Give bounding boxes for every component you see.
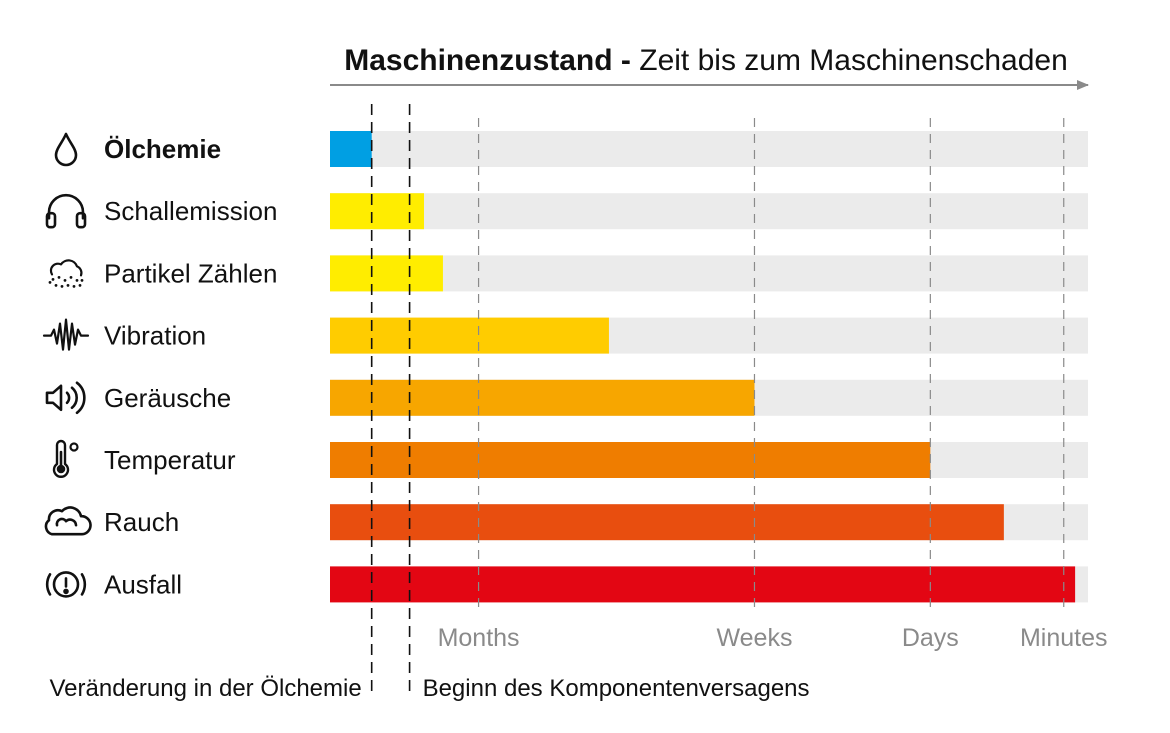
category-label-schallemission: Schallemission (104, 196, 277, 226)
particles-icon (48, 259, 84, 288)
bar-oelchemie (330, 131, 372, 167)
category-label-temperatur: Temperatur (104, 445, 236, 475)
category-icons (42, 132, 92, 598)
speaker-icon (45, 381, 86, 415)
thermometer-icon (52, 439, 79, 478)
vibration-icon (42, 318, 90, 351)
alert-icon (45, 571, 87, 598)
headphones-icon (45, 193, 87, 229)
category-label-vibration: Vibration (104, 321, 206, 351)
chart-title-bold: Maschinenzustand - (344, 44, 631, 77)
bar-temperatur (330, 442, 931, 478)
x-tick-days: Days (902, 624, 959, 652)
cloud-icon (44, 506, 92, 536)
bar-partikel-zaehlen (330, 255, 443, 292)
bar-ausfall (330, 566, 1076, 603)
bar-track-partikel-zaehlen (330, 255, 1088, 292)
category-labels: Ölchemie Schallemission Partikel Zählen Vib… (104, 134, 277, 599)
chart-title-rest: Zeit bis zum Maschinenschaden (639, 44, 1068, 77)
bar-track-schallemission (330, 193, 1088, 230)
bar-rauch (330, 504, 1004, 541)
marker-label-1: Veränderung in der Ölchemie (50, 675, 362, 702)
category-label-partikel-zaehlen: Partikel Zählen (104, 258, 277, 288)
category-label-geraeusche: Geräusche (104, 383, 231, 413)
x-tick-months: Months (438, 624, 520, 652)
markers-layer: Veränderung in der Ölchemie Beginn des Ko… (50, 104, 810, 702)
bar-track-oelchemie (330, 131, 1088, 167)
bar-schallemission (330, 193, 424, 230)
bar-geraeusche (330, 379, 755, 416)
category-label-rauch: Rauch (104, 507, 179, 537)
bar-vibration (330, 317, 609, 354)
bars-layer (330, 131, 1088, 603)
category-label-oelchemie: Ölchemie (104, 134, 221, 164)
grid-layer (477, 118, 1065, 614)
x-tick-minutes: Minutes (1020, 624, 1108, 652)
x-tick-weeks: Weeks (717, 624, 793, 652)
chart-title: Maschinenzustand - Zeit bis zum Maschine… (344, 44, 1068, 77)
marker-label-2: Beginn des Komponentenversagens (423, 675, 810, 702)
x-tick-labels: Months Weeks Days Minutes (438, 624, 1108, 652)
category-label-ausfall: Ausfall (104, 569, 182, 599)
drop-icon (54, 132, 78, 167)
